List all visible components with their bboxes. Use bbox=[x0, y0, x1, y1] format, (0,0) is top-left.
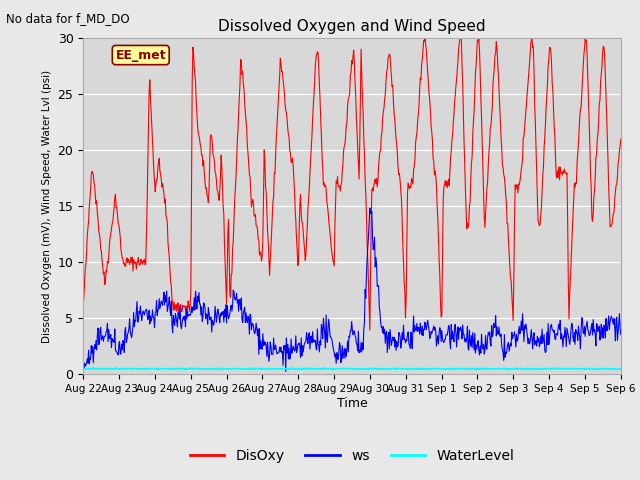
DisOxy bbox=[406, 183, 414, 189]
X-axis label: Time: Time bbox=[337, 397, 367, 410]
Text: EE_met: EE_met bbox=[115, 48, 166, 61]
DisOxy bbox=[392, 136, 400, 142]
ws bbox=[282, 369, 289, 374]
ws bbox=[366, 205, 374, 211]
DisOxy bbox=[366, 327, 374, 333]
Line: ws: ws bbox=[83, 208, 621, 372]
WaterLevel bbox=[617, 366, 625, 372]
WaterLevel bbox=[113, 366, 121, 372]
DisOxy bbox=[79, 303, 87, 309]
WaterLevel bbox=[423, 366, 431, 372]
Text: No data for f_MD_DO: No data for f_MD_DO bbox=[6, 12, 130, 25]
WaterLevel bbox=[90, 365, 97, 371]
ws bbox=[423, 321, 431, 327]
DisOxy bbox=[421, 36, 429, 41]
DisOxy bbox=[423, 59, 431, 65]
DisOxy bbox=[488, 104, 496, 109]
DisOxy bbox=[617, 136, 625, 142]
WaterLevel bbox=[543, 365, 551, 371]
Title: Dissolved Oxygen and Wind Speed: Dissolved Oxygen and Wind Speed bbox=[218, 20, 486, 35]
ws bbox=[488, 334, 496, 339]
WaterLevel bbox=[488, 366, 496, 372]
ws bbox=[113, 348, 120, 354]
Y-axis label: Dissolved Oxygen (mV), Wind Speed, Water Lvl (psi): Dissolved Oxygen (mV), Wind Speed, Water… bbox=[42, 70, 52, 343]
WaterLevel bbox=[393, 367, 401, 372]
ws bbox=[617, 332, 625, 337]
Line: DisOxy: DisOxy bbox=[83, 38, 621, 330]
DisOxy bbox=[113, 205, 120, 211]
DisOxy bbox=[543, 81, 551, 87]
ws bbox=[79, 356, 87, 362]
ws bbox=[543, 342, 551, 348]
ws bbox=[407, 329, 415, 335]
WaterLevel bbox=[79, 366, 87, 372]
Legend: DisOxy, ws, WaterLevel: DisOxy, ws, WaterLevel bbox=[184, 443, 520, 468]
Line: WaterLevel: WaterLevel bbox=[83, 368, 621, 370]
WaterLevel bbox=[407, 366, 415, 372]
ws bbox=[393, 339, 401, 345]
WaterLevel bbox=[365, 367, 372, 372]
